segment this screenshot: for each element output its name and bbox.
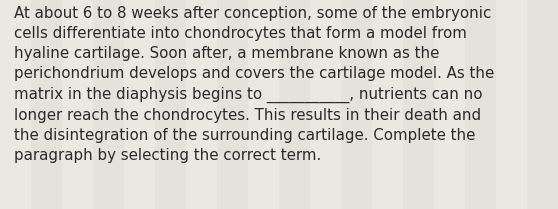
- Bar: [310, 0, 341, 209]
- Bar: [186, 0, 217, 209]
- Text: At about 6 to 8 weeks after conception, some of the embryonic
cells differentiat: At about 6 to 8 weeks after conception, …: [14, 6, 494, 163]
- Bar: [527, 0, 558, 209]
- Bar: [62, 0, 93, 209]
- Bar: [465, 0, 496, 209]
- Bar: [434, 0, 465, 209]
- Bar: [372, 0, 403, 209]
- Bar: [93, 0, 124, 209]
- Bar: [248, 0, 279, 209]
- Bar: [124, 0, 155, 209]
- Bar: [279, 0, 310, 209]
- Bar: [217, 0, 248, 209]
- Bar: [0, 0, 31, 209]
- Bar: [403, 0, 434, 209]
- Bar: [341, 0, 372, 209]
- Bar: [496, 0, 527, 209]
- Bar: [31, 0, 62, 209]
- Bar: [155, 0, 186, 209]
